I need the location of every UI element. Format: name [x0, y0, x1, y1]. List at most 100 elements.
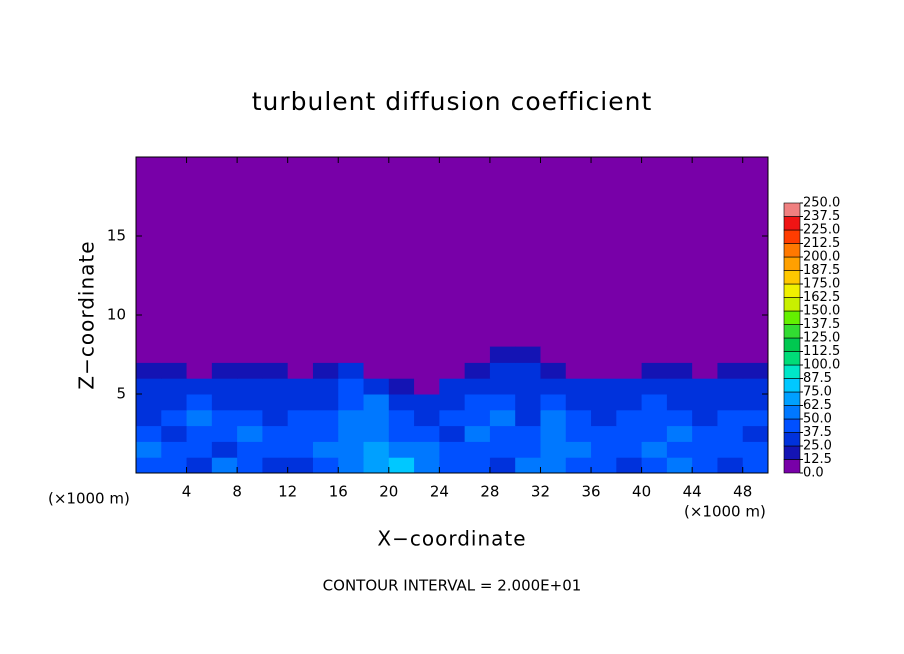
field-cell	[262, 346, 289, 363]
field-cell	[591, 409, 617, 427]
field-cell	[237, 425, 263, 442]
field-cell	[591, 457, 617, 474]
field-cell	[666, 394, 693, 411]
field-cell	[211, 441, 238, 458]
field-cell	[717, 409, 744, 427]
field-cell	[186, 441, 213, 458]
colorbar-label: 175.0	[803, 277, 840, 292]
field-cell	[717, 378, 744, 395]
field-cell	[211, 409, 238, 427]
field-cell	[692, 425, 718, 442]
field-cell	[363, 409, 390, 427]
field-cell	[489, 441, 516, 458]
x-tick-label: 40	[632, 483, 651, 501]
colorbar-box	[783, 432, 801, 447]
x-tick-label: 16	[329, 483, 348, 501]
field-cell	[388, 346, 415, 363]
colorbar-box	[783, 391, 801, 406]
field-cell	[338, 425, 365, 442]
field-cell	[439, 394, 466, 411]
field-cell	[136, 378, 162, 395]
colorbar-label: 250.0	[803, 196, 840, 211]
field-cell	[666, 409, 693, 427]
field-cell	[136, 394, 162, 411]
field-cell	[742, 457, 769, 474]
colorbar-box	[783, 445, 801, 460]
field-cell	[287, 425, 314, 442]
field-cell	[262, 441, 289, 458]
field-cell	[161, 425, 188, 442]
field-cell	[186, 457, 213, 474]
colorbar-box	[783, 459, 801, 474]
field-cell	[363, 346, 390, 363]
colorbar-box	[783, 337, 801, 352]
field-cell	[717, 346, 744, 363]
field-cell	[211, 346, 238, 363]
colorbar-label: 25.0	[803, 439, 832, 454]
field-cell	[692, 394, 718, 411]
field-cell	[312, 394, 339, 411]
field-cell	[211, 378, 238, 395]
field-cell	[237, 394, 263, 411]
field-cell	[742, 409, 769, 427]
field-cell	[186, 362, 213, 379]
field-cell	[161, 457, 188, 474]
field-cell	[338, 346, 365, 363]
colorbar-label: 225.0	[803, 223, 840, 238]
field-cell	[363, 378, 390, 395]
field-cell	[666, 346, 693, 363]
field-cell	[414, 457, 440, 474]
colorbar-label: 50.0	[803, 412, 832, 427]
x-tick-label: 8	[232, 483, 242, 501]
field-cell	[464, 441, 491, 458]
colorbar-label: 62.5	[803, 398, 832, 413]
field-cell	[616, 409, 643, 427]
field-cell	[591, 362, 617, 379]
field-cell	[439, 441, 466, 458]
colorbar-box	[783, 364, 801, 379]
field-cell	[237, 378, 263, 395]
field-cell	[565, 378, 592, 395]
field-cell	[136, 346, 162, 363]
field-cell	[363, 457, 390, 474]
field-cell	[312, 362, 339, 379]
field-cell	[388, 425, 415, 442]
field-cell	[641, 346, 668, 363]
field-cell	[515, 346, 541, 363]
colorbar-label: 100.0	[803, 358, 840, 373]
field-cell	[641, 409, 668, 427]
field-cell	[388, 441, 415, 458]
field-cell	[464, 425, 491, 442]
field-cell	[742, 441, 769, 458]
field-cell	[540, 425, 567, 442]
colorbar-label: 162.5	[803, 290, 840, 305]
x-tick-label: 36	[581, 483, 600, 501]
field-cell	[616, 362, 643, 379]
field-cell	[692, 409, 718, 427]
field-cell	[515, 362, 541, 379]
field-cell	[287, 394, 314, 411]
field-cell	[211, 362, 238, 379]
field-cell	[161, 378, 188, 395]
colorbar-box	[783, 351, 801, 366]
field-cell	[565, 441, 592, 458]
field-cell	[489, 346, 516, 363]
colorbar-box	[783, 378, 801, 393]
field-cell	[464, 362, 491, 379]
field-cell	[237, 362, 263, 379]
field-cell	[312, 346, 339, 363]
field-cell	[414, 346, 440, 363]
field-cell	[591, 425, 617, 442]
y-axis-title: Z−coordinate	[75, 240, 99, 389]
field-cell	[565, 457, 592, 474]
field-cell	[287, 362, 314, 379]
field-cell	[414, 441, 440, 458]
field-cell	[262, 362, 289, 379]
colorbar-label: 137.5	[803, 317, 840, 332]
field-cell	[439, 378, 466, 395]
field-cell	[591, 441, 617, 458]
field-cell	[186, 394, 213, 411]
field-cell	[439, 362, 466, 379]
field-cell	[515, 394, 541, 411]
field-cell	[237, 457, 263, 474]
